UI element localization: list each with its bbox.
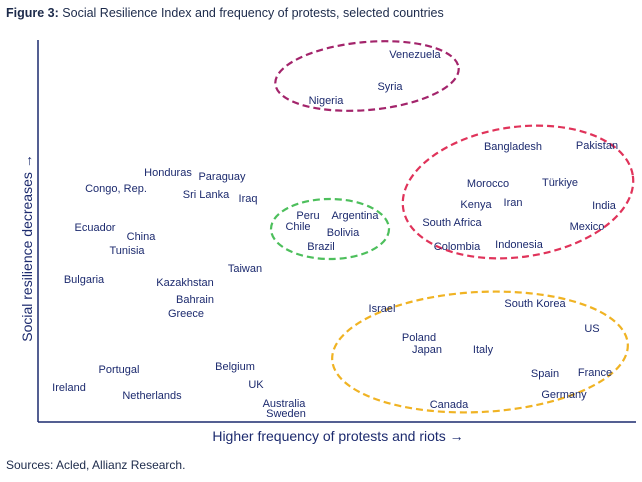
cluster-ellipse-3 xyxy=(269,197,391,261)
point-label-us: US xyxy=(584,323,599,335)
point-label-tunisia: Tunisia xyxy=(109,245,145,257)
point-label-mexico: Mexico xyxy=(570,221,605,233)
point-label-peru: Peru xyxy=(296,210,319,222)
cluster-ellipse-4 xyxy=(331,290,629,414)
point-label-sri-lanka: Sri Lanka xyxy=(183,189,230,201)
source-note: Sources: Acled, Allianz Research. xyxy=(6,458,186,472)
point-label-venezuela: Venezuela xyxy=(389,49,441,61)
point-label-germany: Germany xyxy=(541,389,587,401)
point-label-bahrain: Bahrain xyxy=(176,294,214,306)
point-label-south-korea: South Korea xyxy=(504,298,566,310)
point-label-australia: Australia xyxy=(263,398,307,410)
point-label-nigeria: Nigeria xyxy=(309,95,345,107)
figure-number: Figure 3: xyxy=(6,6,59,20)
point-label-ecuador: Ecuador xyxy=(75,222,116,234)
point-label-netherlands: Netherlands xyxy=(122,390,182,402)
point-label-belgium: Belgium xyxy=(215,361,255,373)
y-axis-label: Social resilience decreases → xyxy=(19,154,35,342)
figure-title-text: Social Resilience Index and frequency of… xyxy=(62,6,444,20)
point-label-bangladesh: Bangladesh xyxy=(484,141,542,153)
point-label-china: China xyxy=(127,231,157,243)
point-label-kenya: Kenya xyxy=(460,199,492,211)
point-label-syria: Syria xyxy=(377,81,403,93)
point-label-chile: Chile xyxy=(285,221,310,233)
figure-title: Figure 3: Social Resilience Index and fr… xyxy=(6,6,444,20)
point-label-colombia: Colombia xyxy=(434,241,481,253)
point-label-bulgaria: Bulgaria xyxy=(64,274,105,286)
point-label-brazil: Brazil xyxy=(307,241,335,253)
point-label-indonesia: Indonesia xyxy=(495,239,544,251)
point-label-italy: Italy xyxy=(473,344,494,356)
x-axis-label: Higher frequency of protests and riots → xyxy=(212,428,463,444)
point-label-honduras: Honduras xyxy=(144,167,192,179)
point-label-kazakhstan: Kazakhstan xyxy=(156,277,213,289)
point-label-taiwan: Taiwan xyxy=(228,263,262,275)
point-label-paraguay: Paraguay xyxy=(198,171,246,183)
point-label-india: India xyxy=(592,200,617,212)
cluster-ellipse-2 xyxy=(401,124,635,260)
point-label-t-rkiye: Türkiye xyxy=(542,177,578,189)
point-label-greece: Greece xyxy=(168,308,204,320)
point-label-uk: UK xyxy=(248,379,264,391)
point-label-poland: Poland xyxy=(402,332,436,344)
point-label-spain: Spain xyxy=(531,368,559,380)
point-label-pakistan: Pakistan xyxy=(576,140,618,152)
point-label-iran: Iran xyxy=(504,197,523,209)
point-label-morocco: Morocco xyxy=(467,178,509,190)
point-label-japan: Japan xyxy=(412,344,442,356)
point-label-ireland: Ireland xyxy=(52,382,86,394)
point-label-south-africa: South Africa xyxy=(422,217,482,229)
point-label-iraq: Iraq xyxy=(239,193,258,205)
point-label-france: France xyxy=(578,367,612,379)
point-label-bolivia: Bolivia xyxy=(327,227,360,239)
point-label-israel: Israel xyxy=(369,303,396,315)
point-label-sweden: Sweden xyxy=(266,408,306,420)
cluster-ellipse-1 xyxy=(274,40,460,112)
point-label-canada: Canada xyxy=(430,399,469,411)
point-label-argentina: Argentina xyxy=(331,210,379,222)
point-label-congo-rep-: Congo, Rep. xyxy=(85,183,147,195)
point-label-portugal: Portugal xyxy=(99,364,140,376)
